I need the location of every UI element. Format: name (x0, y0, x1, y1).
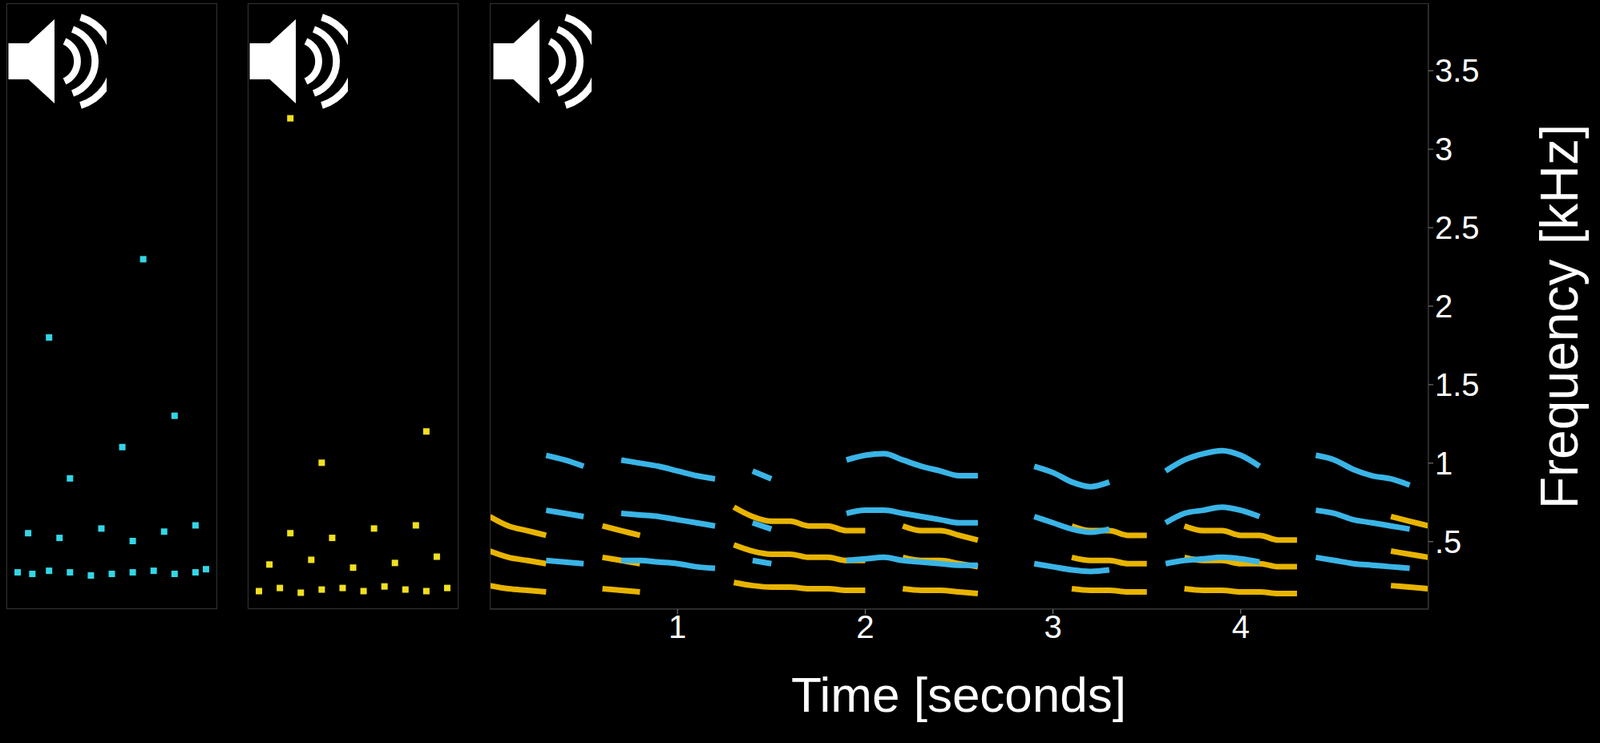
svg-text:1.5: 1.5 (1434, 367, 1480, 403)
svg-text:3.5: 3.5 (1434, 52, 1480, 89)
svg-text:1: 1 (668, 609, 687, 645)
html-text:Frequency [kHz]: Frequency [kHz] (1529, 124, 1589, 510)
svg-text:2: 2 (1434, 288, 1453, 324)
svg-text:4: 4 (1232, 609, 1250, 645)
html-text:Time [seconds]: Time [seconds] (791, 666, 1127, 723)
svg-text:2: 2 (856, 609, 874, 645)
svg-text:2.5: 2.5 (1434, 210, 1480, 246)
svg-text:1: 1 (1434, 445, 1453, 481)
svg-text:3: 3 (1043, 609, 1062, 645)
svg-text:3: 3 (1434, 131, 1453, 167)
svg-text:.5: .5 (1434, 524, 1462, 560)
